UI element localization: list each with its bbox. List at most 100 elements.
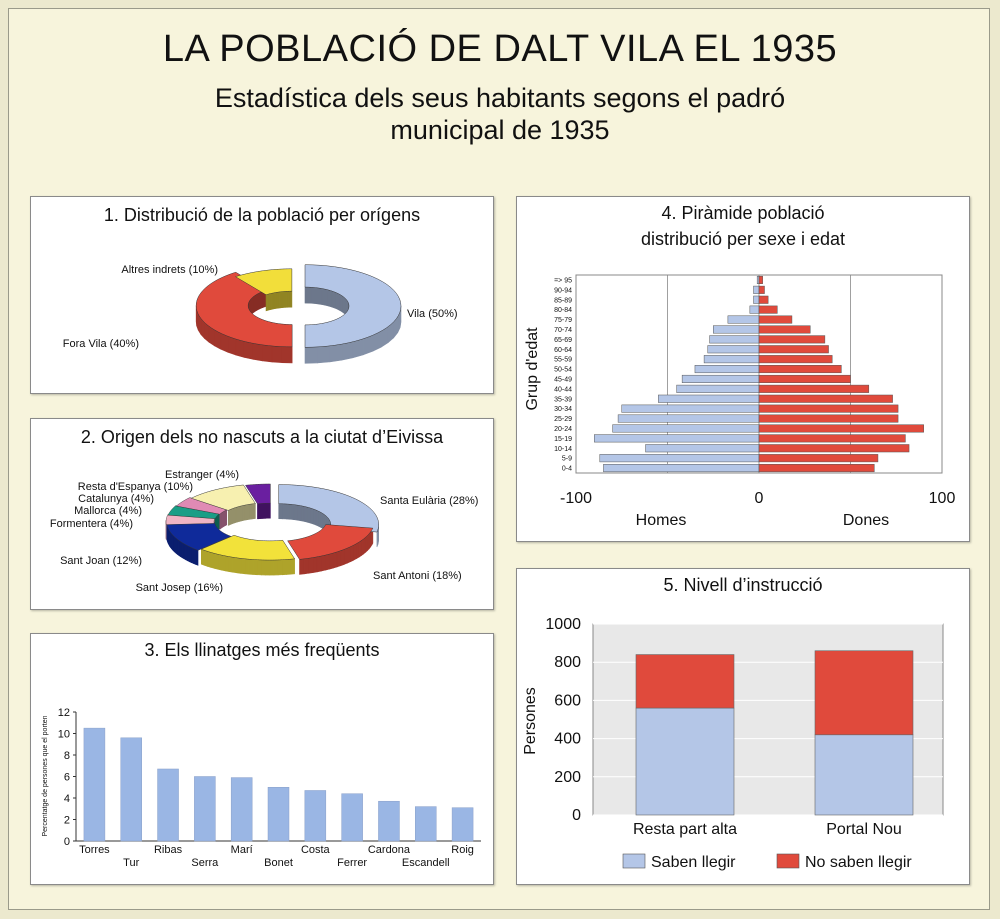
pyramid-age-label-35-39: 35-39 (554, 396, 572, 403)
surnames-y-tick-label: 10 (58, 729, 70, 741)
pyramid-age-label-85-89: 85-89 (554, 297, 572, 304)
literacy-legend-label-no-saben-llegir: No saben llegir (805, 854, 912, 871)
pyramid-bar-homes (713, 325, 760, 334)
donut-wall-sant-antoni (343, 547, 348, 565)
literacy-legend-label-saben-llegir: Saben llegir (651, 854, 736, 871)
surname-bar-cardona (378, 800, 400, 842)
donut-wall-sant-antoni (340, 548, 345, 567)
donut-wall-sant-joan (193, 548, 197, 565)
literacy-y-tick-label: 600 (554, 692, 581, 709)
pyramid-bar-dones (758, 394, 893, 403)
origins-donut: Vila (50%) Fora Vila (40%) Altres indrets … (63, 264, 458, 364)
surnames-bar-chart: 3. Els llinatges més freqüents Percentat… (42, 640, 481, 869)
surname-label-costa: Costa (301, 844, 331, 856)
donut-wall-sant-joan (191, 547, 194, 564)
literacy-bar-no-saben-portal-nou (814, 650, 914, 736)
pyramid-bar-homes (753, 285, 760, 294)
birthplace-label-sant-josep: Sant Josep (16%) (136, 582, 223, 594)
donut-wall-sant-antoni (361, 538, 365, 557)
pyramid-bar-homes (681, 374, 760, 383)
surnames-y-tick-label: 0 (64, 836, 70, 848)
surname-bar-escandell (415, 806, 437, 842)
origins-label-fora-vila: Fora Vila (40%) (63, 338, 139, 350)
donut-wall-sant-josep (244, 558, 250, 575)
pyramid-bar-dones (758, 464, 875, 473)
pyramid-bar-dones (758, 365, 842, 374)
surname-label-ferrer: Ferrer (337, 857, 367, 869)
literacy-bar-saben-resta-part-alta (635, 707, 735, 816)
literacy-bar-chart: 5. Nivell d’instrucció Persones 0 200 400 6… (522, 575, 944, 871)
surnames-y-tick-label: 2 (64, 815, 70, 827)
surname-bar-serra (194, 776, 216, 842)
donut-inner-wall-fora-vila (259, 291, 264, 310)
donut-wall-sant-josep (252, 559, 258, 576)
pyramid-bar-homes (658, 394, 760, 403)
donut-inner-wall-fora-vila (256, 292, 260, 311)
donut-inner-wall-vila (304, 286, 312, 304)
donut-inner-wall-vila (339, 293, 344, 314)
donut-inner-wall-resta-d-espanya (253, 503, 256, 520)
literacy-legend-swatch-no-saben-llegir (776, 853, 800, 869)
donut-inner-wall-santa-eularia (278, 503, 283, 520)
literacy-y-axis-label: Persones (522, 687, 539, 755)
donut-inner-wall-santa-eularia (286, 503, 291, 520)
donut-wall-sant-antoni (353, 543, 357, 561)
donut-wall-sant-josep (214, 552, 219, 570)
pyramid-panel: 4. Piràmide població distribució per sex… (516, 196, 970, 542)
pyramid-bar-dones (758, 414, 899, 423)
donut-inner-wall-vila (342, 295, 346, 316)
pyramid-bar-homes (703, 355, 760, 364)
pyramid-age-label-55-59: 55-59 (554, 357, 572, 364)
donut-slice-resta-d-espanya (190, 484, 256, 511)
pyramid-bar-dones (758, 434, 906, 443)
pyramid-age-label-40-44: 40-44 (554, 386, 572, 393)
literacy-category-portal-nou: Portal Nou (826, 821, 902, 838)
pyramid-age-label-30-34: 30-34 (554, 406, 572, 413)
donut-wall-sant-josep (232, 556, 238, 574)
donut-wall-sant-antoni (336, 550, 342, 568)
pyramid-bar-homes (727, 315, 760, 324)
donut-inner-wall-estranger (269, 502, 271, 519)
surnames-chart-title: 3. Els llinatges més freqüents (144, 640, 379, 660)
pyramid-bar-dones (758, 355, 833, 364)
birthplace-donut: Santa Eulària (28%) Sant Antoni (18%) Sant… (50, 469, 479, 594)
donut-wall-sant-antoni (333, 551, 338, 569)
donut-inner-wall-santa-eularia (307, 506, 311, 524)
subtitle-line-1: Estadística dels seus habitants segons e… (214, 83, 786, 113)
donut-wall-sant-josep (210, 552, 215, 569)
donut-inner-wall-santa-eularia (297, 504, 302, 522)
pyramid-bar-dones (758, 424, 924, 433)
surname-bar-ferrer (341, 793, 363, 842)
pyramid-bar-homes (603, 464, 760, 473)
origins-label-altres-indrets: Altres indrets (10%) (121, 264, 218, 276)
birthplace-label-resta-d-espanya: Resta d'Espanya (10%) (78, 481, 193, 493)
donut-wall-sant-josep (261, 559, 266, 576)
pyramid-chart-subtitle: distribució per sexe i edat (641, 229, 845, 249)
donut-wall-vila (352, 338, 364, 359)
pyramid-x-label-homes: Homes (636, 512, 687, 529)
pyramid-bar-homes (599, 454, 760, 463)
donut-wall-sant-antoni (350, 544, 354, 563)
donut-wall-sant-josep (256, 559, 262, 576)
pyramid-bar-dones (758, 404, 899, 413)
donut-wall-sant-antoni (329, 552, 334, 570)
surnames-y-tick-label: 4 (64, 793, 70, 805)
donut-inner-wall-santa-eularia (310, 507, 314, 525)
donut-wall-sant-antoni (299, 558, 305, 575)
pyramid-bar-dones (758, 384, 870, 393)
pyramid-bar-homes (612, 424, 760, 433)
donut-inner-wall-santa-eularia (289, 503, 295, 520)
donut-inner-wall-vila (326, 289, 333, 308)
pyramid-age-label-20-24: 20-24 (554, 426, 572, 433)
donut-wall-sant-josep (277, 559, 283, 576)
donut-wall-fora-vila (243, 340, 254, 360)
donut-slice-vila (304, 264, 402, 348)
surname-bar-tur (120, 737, 142, 842)
origins-pie-chart: 1. Distribució de la població per orígen… (63, 205, 458, 364)
pyramid-bar-homes (617, 414, 760, 423)
origins-chart-title: 1. Distribució de la població per orígen… (104, 205, 420, 225)
pyramid-bar-dones (758, 444, 910, 453)
surname-bar-roig (451, 807, 474, 842)
donut-wall-sant-josep (236, 557, 242, 574)
donut-inner-wall-fora-vila (251, 295, 255, 315)
